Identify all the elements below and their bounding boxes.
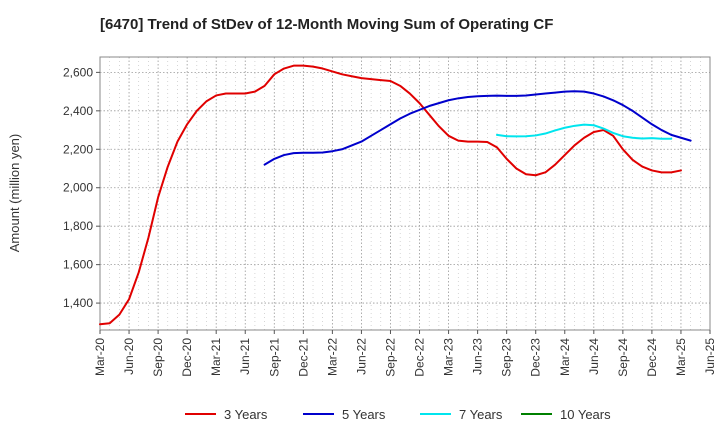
x-tick-label: Dec-22: [413, 338, 427, 377]
legend-label: 3 Years: [224, 407, 268, 422]
x-tick-label: Mar-20: [93, 338, 107, 376]
y-tick-label: 2,600: [63, 65, 93, 79]
series-line-7-years: [495, 123, 673, 140]
x-tick-label: Jun-25: [703, 338, 717, 375]
series-line-5-years: [263, 90, 692, 166]
x-tick-label: Jun-23: [471, 338, 485, 375]
legend-label: 10 Years: [560, 407, 611, 422]
x-tick-label: Jun-22: [354, 338, 368, 375]
legend-label: 5 Years: [342, 407, 386, 422]
grid: [100, 57, 710, 330]
x-tick-label: Sep-22: [383, 338, 397, 377]
x-tick-label: Mar-22: [325, 338, 339, 376]
legend-label: 7 Years: [459, 407, 503, 422]
x-tick-label: Jun-20: [122, 338, 136, 375]
y-tick-label: 1,400: [63, 296, 93, 310]
x-tick-label: Dec-23: [529, 338, 543, 377]
x-tick-label: Mar-23: [442, 338, 456, 376]
y-tick-label: 1,600: [63, 258, 93, 272]
series-lines: [99, 64, 692, 326]
x-tick-label: Dec-24: [645, 338, 659, 377]
y-axis: 1,400 1,600 1,800 2,000 2,200 2,400 2,600: [63, 65, 100, 310]
x-tick-label: Dec-20: [180, 338, 194, 377]
y-tick-label: 2,400: [63, 104, 93, 118]
legend: 3 Years 5 Years 7 Years 10 Years: [185, 407, 611, 422]
y-tick-label: 2,000: [63, 181, 93, 195]
x-tick-label: Jun-21: [238, 338, 252, 375]
y-tick-label: 2,200: [63, 142, 93, 156]
plot-area: [99, 56, 711, 331]
x-tick-label: Sep-21: [267, 338, 281, 377]
x-axis: Mar-20 Jun-20 Sep-20 Dec-20 Mar-21 Jun-21 Sep-…: [93, 330, 717, 377]
x-tick-label: Sep-23: [500, 338, 514, 377]
x-tick-label: Mar-21: [209, 338, 223, 376]
series-line-3-years: [99, 64, 682, 326]
y-axis-label: Amount (million yen): [7, 134, 22, 253]
x-tick-label: Jun-24: [587, 338, 601, 375]
x-tick-label: Sep-20: [151, 338, 165, 377]
x-tick-label: Mar-24: [558, 338, 572, 376]
x-tick-label: Dec-21: [296, 338, 310, 377]
y-tick-label: 1,800: [63, 219, 93, 233]
x-tick-label: Mar-25: [674, 338, 688, 376]
chart-title: [6470] Trend of StDev of 12-Month Moving…: [100, 16, 553, 33]
x-tick-label: Sep-24: [616, 338, 630, 377]
